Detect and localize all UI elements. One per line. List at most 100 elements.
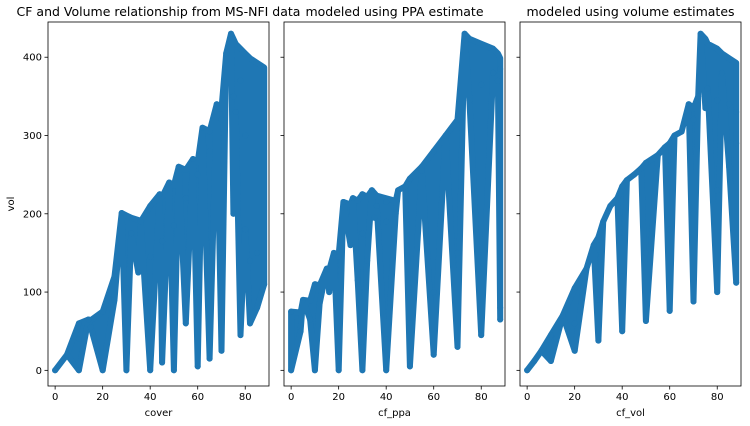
y-tick-label: 100 bbox=[23, 288, 42, 299]
scatter-point bbox=[123, 367, 130, 374]
subplot-2: 0 20 40 60 80 modeled using PPA estimate cf_pp… bbox=[280, 4, 506, 419]
scatter-point bbox=[147, 253, 154, 260]
scatter-point bbox=[368, 187, 375, 194]
scatter-point bbox=[52, 367, 59, 374]
scatter-point bbox=[373, 203, 380, 209]
scatter-point bbox=[230, 93, 237, 100]
scatter-point bbox=[690, 116, 697, 123]
scatter-point bbox=[194, 363, 201, 370]
scatter-point bbox=[247, 320, 253, 327]
scatter-point bbox=[619, 273, 626, 280]
scatter-point bbox=[288, 367, 295, 374]
scatter-point bbox=[614, 195, 621, 202]
scatter-point bbox=[64, 351, 70, 358]
scatter-point bbox=[654, 152, 661, 159]
x-tick-label: 60 bbox=[663, 392, 676, 403]
y-tick-label: 300 bbox=[23, 131, 42, 142]
scatter-point bbox=[619, 328, 626, 335]
scatter-point bbox=[330, 249, 337, 256]
scatter-point bbox=[349, 195, 356, 202]
scatter-point bbox=[392, 210, 399, 217]
scatter-point bbox=[538, 347, 545, 354]
scatter-points bbox=[524, 30, 740, 374]
x-tick-label: 40 bbox=[616, 392, 629, 403]
scatter-point bbox=[194, 171, 201, 178]
scatter-point bbox=[175, 163, 182, 170]
scatter-point bbox=[242, 132, 249, 139]
scatter-point bbox=[194, 289, 201, 296]
scatter-point bbox=[454, 343, 461, 350]
scatter-point bbox=[607, 203, 614, 209]
scatter-point bbox=[571, 347, 578, 354]
scatter-points bbox=[52, 30, 268, 374]
scatter-point bbox=[254, 304, 261, 311]
scatter-point bbox=[719, 69, 725, 76]
scatter-point bbox=[182, 195, 189, 202]
scatter-point bbox=[571, 320, 578, 327]
scatter-point bbox=[99, 308, 106, 315]
x-tick-label: 0 bbox=[288, 392, 294, 403]
scatter-point bbox=[494, 77, 501, 84]
scatter-point bbox=[99, 367, 106, 374]
x-tick-label: 40 bbox=[380, 392, 393, 403]
scatter-point bbox=[442, 132, 449, 139]
scatter-point bbox=[170, 343, 177, 350]
scatter-point bbox=[297, 328, 304, 335]
x-tick-label: 60 bbox=[191, 392, 204, 403]
scatter-point bbox=[383, 218, 390, 225]
scatter-point bbox=[430, 289, 437, 296]
scatter-point bbox=[359, 367, 366, 374]
scatter-point bbox=[359, 230, 366, 237]
scatter-point bbox=[714, 289, 721, 296]
x-tick-label: 80 bbox=[475, 392, 488, 403]
x-tick-label: 80 bbox=[239, 392, 252, 403]
x-tick-label: 20 bbox=[332, 392, 345, 403]
scatter-point bbox=[478, 332, 485, 339]
scatter-point bbox=[383, 336, 390, 342]
scatter-point bbox=[218, 249, 225, 256]
scatter-point bbox=[547, 332, 554, 339]
scatter-point bbox=[323, 265, 330, 272]
scatter-point bbox=[190, 156, 196, 162]
scatter-point bbox=[490, 69, 497, 76]
scatter-point bbox=[547, 358, 554, 364]
scatter-point bbox=[595, 296, 602, 303]
y-tick-label: 200 bbox=[23, 209, 42, 220]
scatter-point bbox=[159, 359, 166, 366]
scatter-point bbox=[230, 210, 237, 217]
scatter-point bbox=[147, 203, 154, 209]
scatter-point bbox=[695, 93, 702, 100]
axes-frame bbox=[519, 21, 742, 387]
scatter-point bbox=[228, 30, 234, 37]
scatter-point bbox=[733, 279, 740, 286]
y-axis-label: vol bbox=[6, 197, 17, 212]
scatter-point bbox=[111, 273, 118, 280]
scatter-point bbox=[690, 210, 697, 217]
subplot-1: 0 20 40 60 80 0 100 200 300 400 CF and Volume rela… bbox=[6, 4, 300, 419]
scatter-point bbox=[300, 296, 306, 303]
scatter-point bbox=[147, 367, 154, 374]
scatter-point bbox=[406, 363, 413, 370]
scatter-point bbox=[418, 167, 425, 174]
scatter-point bbox=[559, 312, 566, 319]
scatter-point bbox=[590, 242, 597, 249]
scatter-point bbox=[206, 148, 213, 155]
scatter-point bbox=[454, 116, 461, 123]
scatter-point bbox=[311, 281, 318, 288]
scatter-point bbox=[223, 50, 230, 57]
scatter-point bbox=[726, 101, 733, 108]
scatter-point bbox=[726, 163, 733, 170]
scatter-point bbox=[123, 285, 130, 292]
scatter-point bbox=[75, 336, 82, 342]
scatter-point bbox=[478, 81, 485, 88]
scatter-point bbox=[402, 183, 409, 190]
scatter-point bbox=[531, 358, 538, 364]
scatter-point bbox=[75, 367, 82, 374]
x-tick-label: 60 bbox=[427, 392, 440, 403]
scatter-point bbox=[288, 308, 295, 315]
x-axis-label: cf_vol bbox=[616, 408, 645, 419]
scatter-point bbox=[354, 277, 361, 284]
scatter-point bbox=[206, 355, 213, 362]
scatter-point bbox=[170, 222, 177, 229]
y-tick-label: 400 bbox=[23, 53, 42, 64]
